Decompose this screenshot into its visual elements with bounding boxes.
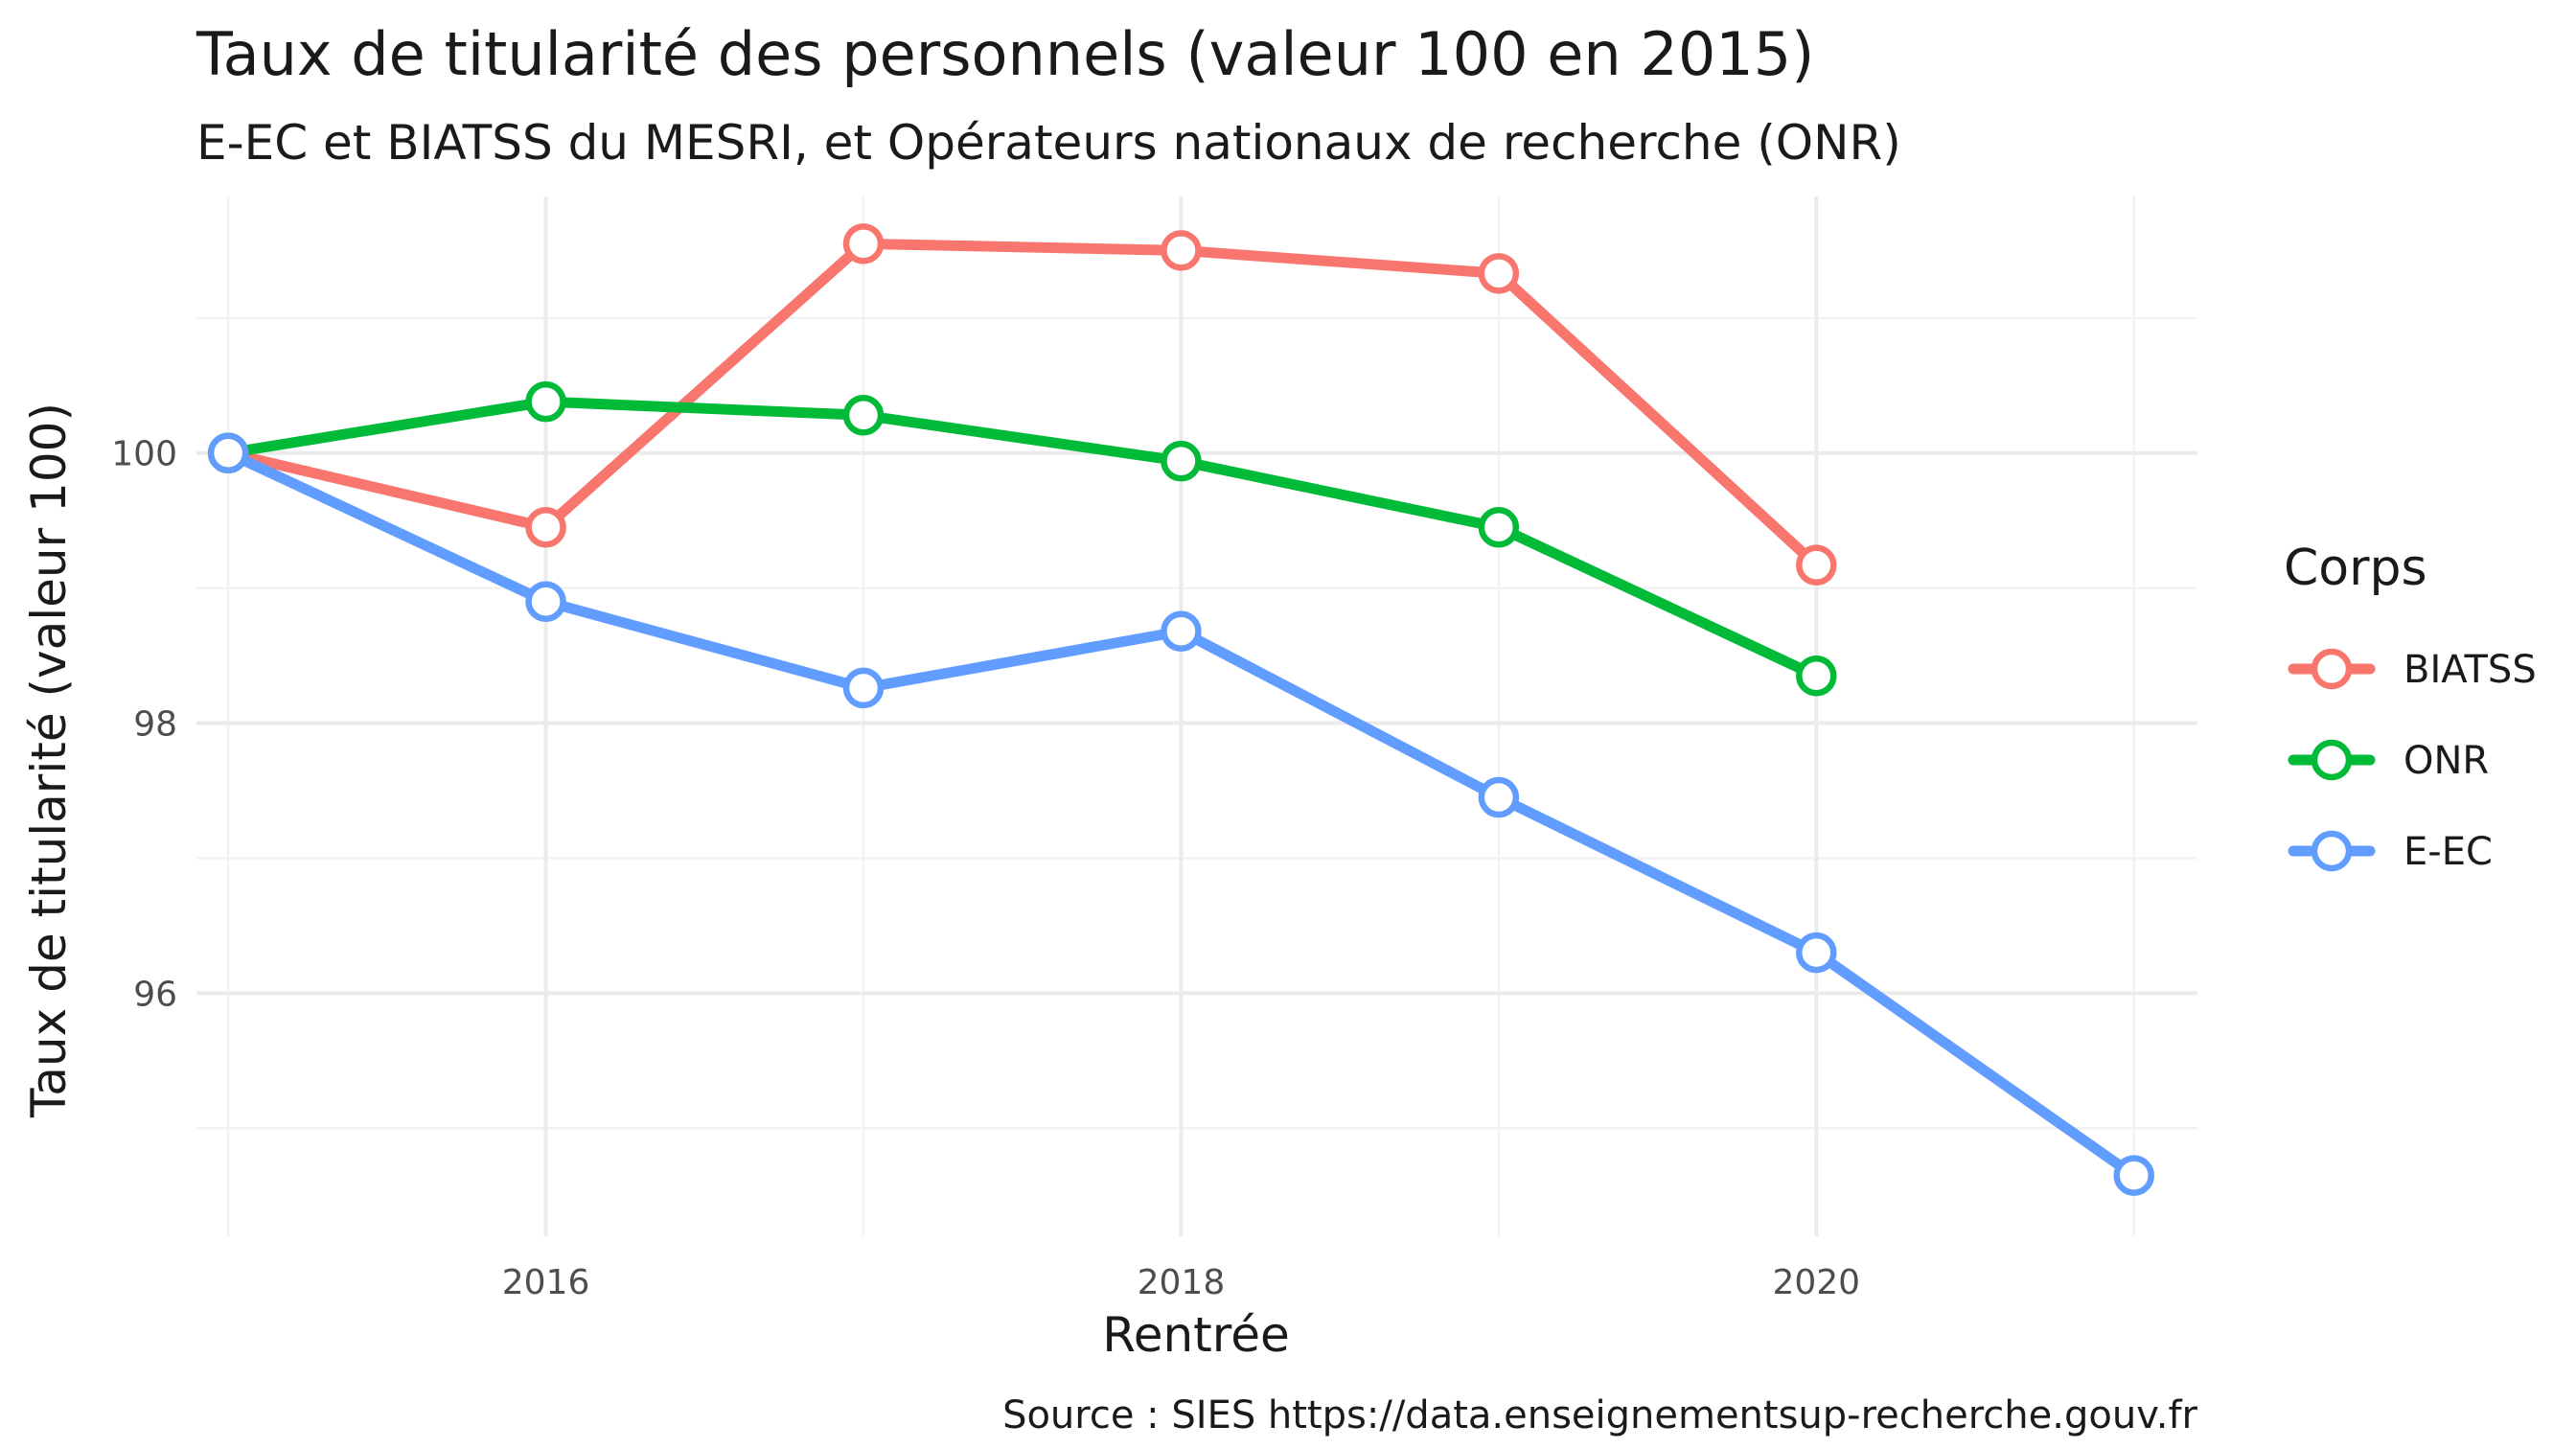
data-point-e-ec <box>525 581 566 622</box>
chart-caption: Source : SIES https://data.enseignements… <box>1002 1393 2197 1438</box>
y-tick-label: 98 <box>133 705 177 745</box>
legend-key-marker <box>2311 830 2353 872</box>
legend-label-biatss: BIATSS <box>2404 648 2537 692</box>
data-point-biatss <box>1796 544 1837 586</box>
legend-label-e-ec: E-EC <box>2404 830 2493 874</box>
chart-subtitle: E-EC et BIATSS du MESRI, et Opérateurs n… <box>196 115 1901 171</box>
data-point-e-ec <box>1478 776 1520 818</box>
y-tick-label: 96 <box>133 975 177 1014</box>
chart-title: Taux de titularité des personnels (valeu… <box>196 19 1814 89</box>
x-tick-label: 2016 <box>502 1263 590 1302</box>
data-point-e-ec <box>1161 610 1202 652</box>
x-tick-label: 2018 <box>1138 1263 1226 1302</box>
legend: BIATSS ONR E-EC <box>2288 648 2537 874</box>
data-point-biatss <box>525 506 566 548</box>
x-tick-label: 2020 <box>1772 1263 1860 1302</box>
legend-key-marker <box>2311 739 2353 781</box>
data-point-onr <box>842 395 885 436</box>
data-point-e-ec <box>842 667 885 709</box>
data-point-onr <box>1796 655 1837 697</box>
y-tick-label: 100 <box>111 435 177 474</box>
data-point-onr <box>1478 506 1520 548</box>
data-point-e-ec <box>207 432 249 473</box>
legend-title: Corps <box>2284 540 2427 597</box>
x-axis-title: Rentrée <box>1102 1307 1290 1363</box>
data-point-biatss <box>1161 230 1202 271</box>
y-axis-title: Taux de titularité (valeur 100) <box>21 402 77 1118</box>
data-point-biatss <box>1478 253 1520 294</box>
data-point-onr <box>1161 440 1202 482</box>
series-line-onr <box>222 396 1822 681</box>
data-point-onr <box>525 380 566 423</box>
plot-area: 2016 2018 2020 96 98 100 <box>111 196 2197 1302</box>
legend-key-marker <box>2311 648 2353 690</box>
data-point-e-ec <box>2113 1155 2154 1196</box>
data-point-e-ec <box>1796 932 1837 974</box>
data-point-biatss <box>842 223 885 264</box>
series-line-biatss <box>222 238 1822 571</box>
legend-label-onr: ONR <box>2404 739 2489 783</box>
